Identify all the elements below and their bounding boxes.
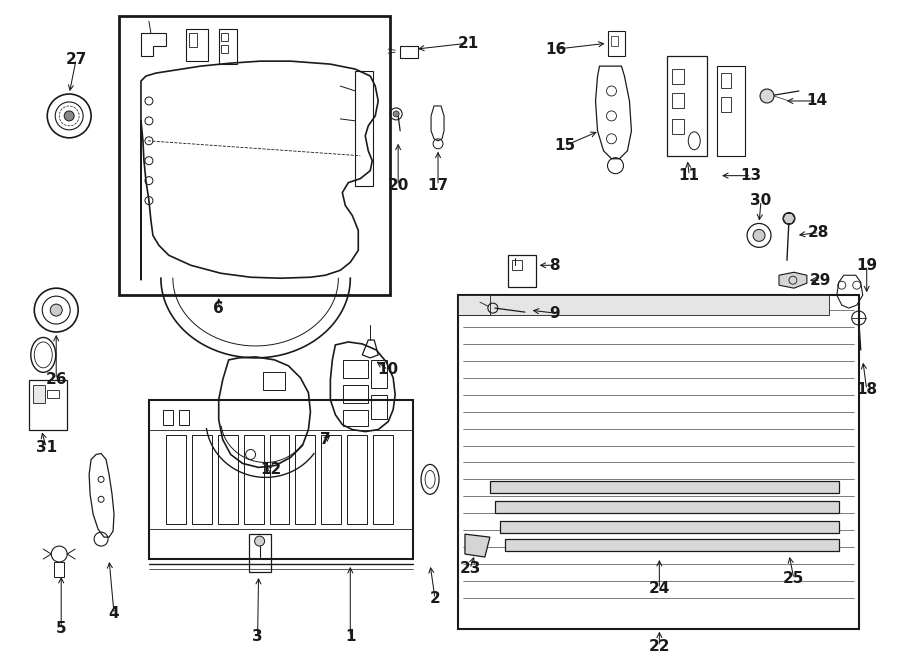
Text: 10: 10 (378, 362, 399, 377)
Bar (220, 33, 228, 41)
Text: 3: 3 (252, 629, 263, 644)
Text: 16: 16 (545, 42, 566, 57)
Circle shape (393, 111, 400, 117)
Text: 29: 29 (810, 273, 832, 288)
Text: 22: 22 (649, 639, 670, 654)
Bar (263, 372, 284, 390)
Bar (608, 31, 625, 56)
Circle shape (50, 304, 62, 316)
Bar (371, 360, 387, 388)
Bar (374, 434, 393, 524)
Text: 12: 12 (260, 462, 281, 477)
Bar (495, 501, 839, 513)
Bar (218, 434, 238, 524)
Text: 2: 2 (429, 591, 440, 606)
Bar (54, 562, 64, 577)
Circle shape (783, 213, 795, 224)
Bar (672, 93, 684, 108)
Text: 28: 28 (808, 225, 830, 240)
Text: 20: 20 (388, 178, 409, 193)
Bar (189, 33, 197, 47)
Circle shape (255, 536, 265, 546)
Bar (610, 36, 618, 46)
Bar (721, 97, 731, 112)
Bar (400, 46, 418, 58)
Bar (505, 539, 839, 551)
Bar (219, 29, 237, 64)
Bar (672, 69, 684, 84)
Bar (33, 385, 45, 402)
Text: 30: 30 (751, 193, 771, 208)
Text: 18: 18 (856, 382, 878, 397)
Polygon shape (779, 272, 807, 288)
Text: 8: 8 (549, 258, 560, 273)
Bar (458, 295, 859, 629)
Bar (371, 395, 387, 418)
Text: 4: 4 (109, 606, 120, 622)
Bar (163, 410, 173, 424)
Bar (667, 56, 707, 156)
Text: 9: 9 (549, 306, 560, 320)
Text: 7: 7 (320, 432, 330, 447)
Text: 6: 6 (213, 301, 224, 316)
Text: 31: 31 (36, 440, 57, 455)
Bar (166, 434, 185, 524)
Bar (295, 434, 315, 524)
Bar (248, 534, 271, 572)
Bar (512, 260, 522, 270)
Bar (220, 45, 228, 53)
Text: 5: 5 (56, 621, 67, 636)
Bar (270, 434, 290, 524)
Circle shape (64, 111, 74, 121)
Bar (244, 434, 264, 524)
Text: 1: 1 (345, 629, 356, 644)
Text: 26: 26 (46, 372, 67, 387)
Text: 24: 24 (649, 581, 670, 596)
Text: 21: 21 (457, 36, 479, 51)
Text: 15: 15 (554, 138, 575, 154)
Bar (343, 385, 368, 402)
Bar (458, 295, 829, 315)
Bar (343, 360, 368, 378)
Bar (490, 481, 839, 493)
Circle shape (753, 230, 765, 242)
Bar (179, 410, 189, 424)
Bar (148, 400, 413, 559)
Polygon shape (783, 214, 795, 224)
Bar (347, 434, 367, 524)
Bar (721, 73, 731, 88)
Bar (356, 71, 373, 185)
Text: 27: 27 (66, 52, 86, 67)
Text: 13: 13 (741, 168, 761, 183)
Text: 11: 11 (679, 168, 700, 183)
Bar (508, 256, 536, 287)
Bar (30, 380, 68, 430)
Polygon shape (465, 534, 490, 557)
Text: 14: 14 (806, 93, 827, 109)
Bar (343, 410, 368, 426)
Text: 17: 17 (428, 178, 448, 193)
Polygon shape (458, 295, 490, 315)
Bar (192, 434, 211, 524)
Circle shape (760, 89, 774, 103)
Bar (321, 434, 341, 524)
Bar (119, 17, 391, 295)
Bar (672, 119, 684, 134)
Text: 19: 19 (856, 258, 878, 273)
Bar (500, 521, 839, 533)
Bar (47, 390, 59, 398)
Text: 23: 23 (459, 561, 481, 577)
Bar (185, 29, 208, 61)
Text: 25: 25 (783, 571, 805, 587)
Bar (717, 66, 745, 156)
